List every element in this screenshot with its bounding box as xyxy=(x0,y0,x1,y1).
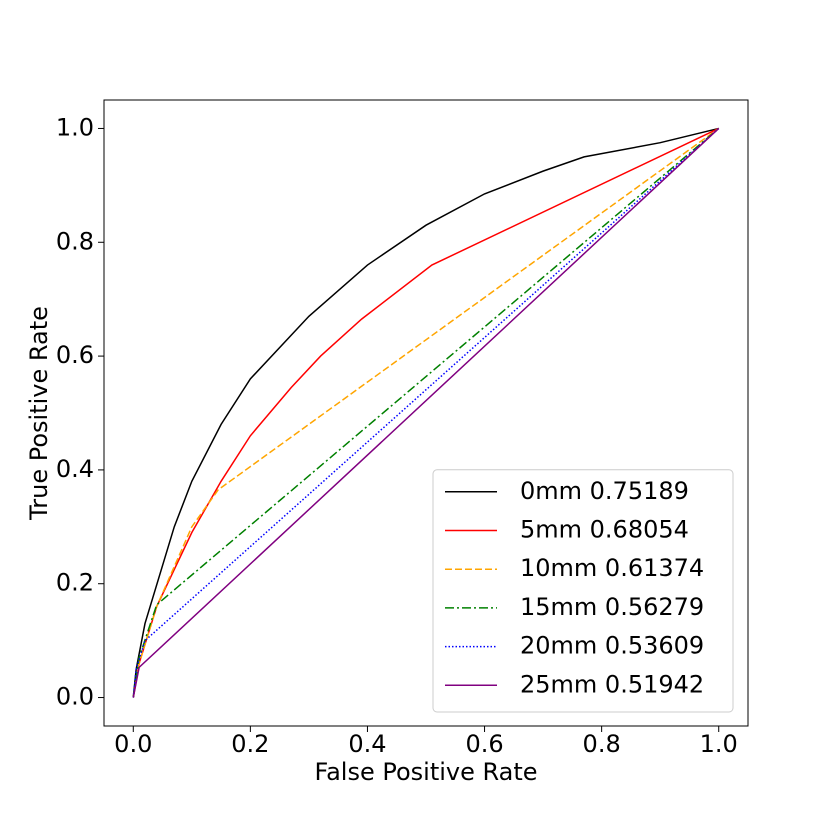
y-tick-label: 0.6 xyxy=(56,341,94,369)
y-tick-label: 1.0 xyxy=(56,113,94,141)
x-tick-label: 0.4 xyxy=(348,730,386,758)
legend-label: 25mm 0.51942 xyxy=(520,670,704,698)
x-axis-label: False Positive Rate xyxy=(314,758,537,786)
x-tick-label: 0.2 xyxy=(231,730,269,758)
roc-line xyxy=(132,127,720,698)
legend-label: 5mm 0.68054 xyxy=(520,516,689,544)
legend-box xyxy=(432,469,734,713)
y-tick-label: 0.2 xyxy=(56,569,94,597)
roc-line xyxy=(132,127,720,698)
y-axis-label: True Positive Rate xyxy=(25,306,53,521)
y-tick-label: 0.8 xyxy=(56,227,94,255)
roc-line xyxy=(132,127,720,698)
x-tick-label: 0.8 xyxy=(583,730,621,758)
x-tick-label: 1.0 xyxy=(700,730,738,758)
axes-frame xyxy=(103,99,749,727)
roc-line xyxy=(132,127,719,698)
x-tick-label: 0.0 xyxy=(114,730,152,758)
legend-label: 15mm 0.56279 xyxy=(520,593,704,621)
x-tick-label: 0.6 xyxy=(465,730,503,758)
y-tick-label: 0.0 xyxy=(56,683,94,711)
legend-label: 20mm 0.53609 xyxy=(520,632,704,660)
y-tick-label: 0.4 xyxy=(56,455,94,483)
legend-label: 0mm 0.75189 xyxy=(520,477,689,505)
legend-label: 10mm 0.61374 xyxy=(520,554,704,582)
